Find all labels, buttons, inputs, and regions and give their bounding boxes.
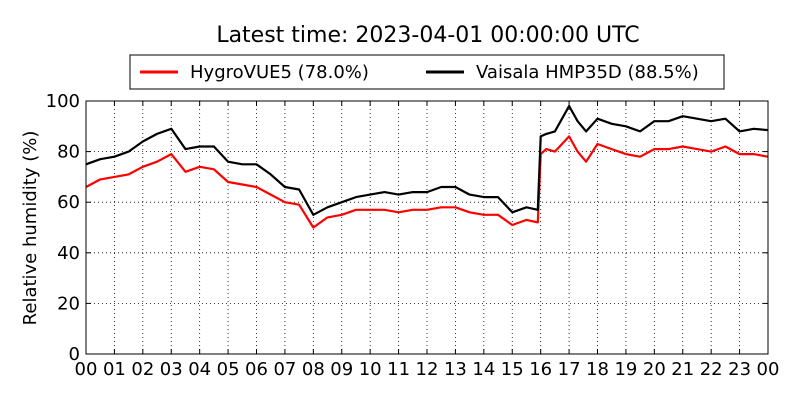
axis-ticks <box>85 100 769 355</box>
x-tick-label: 23 <box>728 359 751 380</box>
legend: HygroVUE5 (78.0%) Vaisala HMP35D (88.5%) <box>129 54 725 90</box>
x-tick-label: 00 <box>75 359 98 380</box>
chart-title: Latest time: 2023-04-01 00:00:00 UTC <box>216 23 639 48</box>
y-axis-label: Relative humidity (%) <box>20 131 41 326</box>
x-tick-label: 00 <box>757 359 780 380</box>
x-tick-label: 07 <box>273 359 296 380</box>
x-tick-label: 15 <box>501 359 524 380</box>
x-tick-label: 08 <box>302 359 325 380</box>
plot-frame <box>85 100 769 355</box>
x-tick-label: 14 <box>472 359 495 380</box>
grid-lines <box>86 101 768 354</box>
x-tick-label: 04 <box>188 359 211 380</box>
x-tick-label: 20 <box>643 359 666 380</box>
x-tick-label: 09 <box>330 359 353 380</box>
x-tick-label: 03 <box>160 359 183 380</box>
series-line-vaisala <box>85 104 769 216</box>
x-tick-label: 05 <box>217 359 240 380</box>
y-tick-label: 100 <box>46 91 80 112</box>
x-tick-label: 10 <box>359 359 382 380</box>
x-tick-label: 06 <box>245 359 268 380</box>
y-tick-label: 20 <box>57 293 80 314</box>
y-tick-label: 60 <box>57 192 80 213</box>
y-tick-label: 80 <box>57 142 80 163</box>
y-tick-label: 40 <box>57 243 80 264</box>
y-tick-labels: 0 20 40 60 80 100 <box>46 91 80 365</box>
x-tick-label: 17 <box>558 359 581 380</box>
legend-label-hygrovue5: HygroVUE5 (78.0%) <box>190 62 369 83</box>
x-tick-label: 02 <box>131 359 154 380</box>
x-tick-label: 22 <box>700 359 723 380</box>
x-tick-label: 12 <box>416 359 439 380</box>
legend-label-vaisala: Vaisala HMP35D (88.5%) <box>476 62 699 83</box>
x-tick-label: 19 <box>614 359 637 380</box>
y-tick-label: 0 <box>69 344 80 365</box>
x-tick-label: 01 <box>103 359 126 380</box>
x-tick-label: 21 <box>671 359 694 380</box>
series-line-hygrovue5 <box>85 135 769 229</box>
x-tick-label: 16 <box>529 359 552 380</box>
x-tick-label: 18 <box>586 359 609 380</box>
x-tick-label: 11 <box>387 359 410 380</box>
x-tick-labels: 00 01 02 03 04 05 06 07 08 09 10 11 12 13 14 15 16 17 18 19… <box>75 359 780 380</box>
series-layer <box>85 104 769 229</box>
x-tick-label: 13 <box>444 359 467 380</box>
